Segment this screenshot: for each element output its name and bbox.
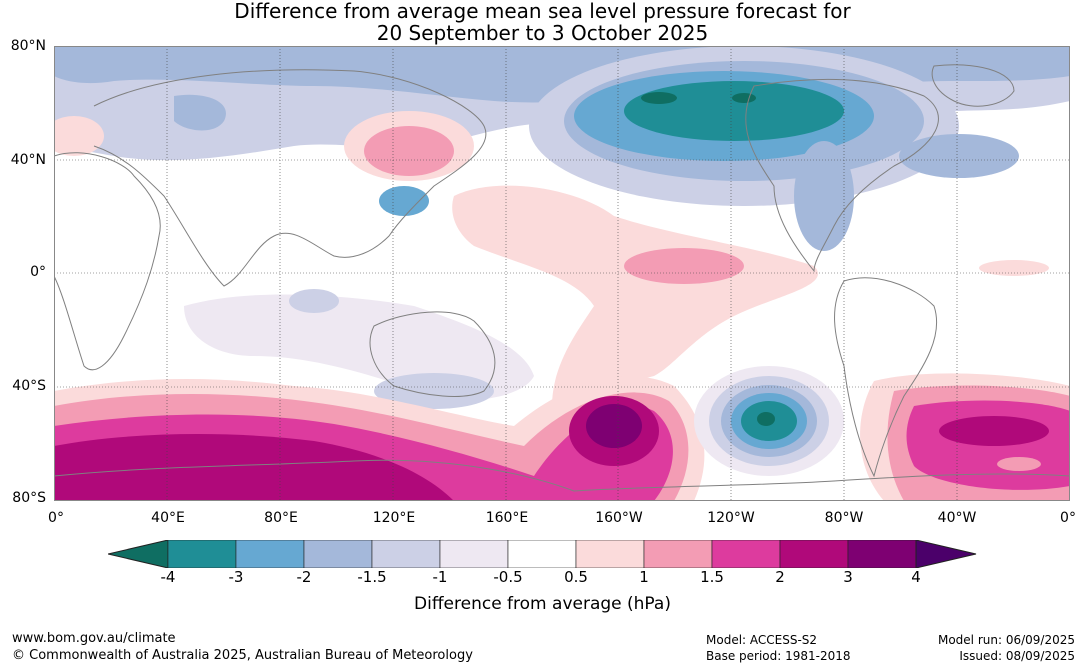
footer-base-period: Base period: 1981-2018 [706, 649, 851, 663]
equatorial-pacific-positive [624, 248, 744, 284]
colorbar-title: Difference from average (hPa) [414, 594, 671, 614]
colorbar-tick-label: -1.5 [357, 568, 387, 586]
lat-label: 80°N [10, 38, 46, 54]
colorbar-tick-label: -3 [228, 568, 244, 586]
lon-label: 80°E [264, 510, 298, 526]
colorbar-segment [167, 540, 237, 568]
colorbar-segment [303, 540, 373, 568]
map-title-line1: Difference from average mean sea level p… [234, 0, 851, 23]
coastlines [54, 64, 1070, 492]
lat-label: 0° [30, 264, 46, 280]
footer-model-run: Model run: 06/09/2025 [937, 633, 1075, 647]
colorbar-tick-label: 4 [911, 568, 921, 586]
east-asia-low [379, 186, 429, 216]
southern-ocean-band-4 [54, 434, 454, 501]
lon-label: 160°W [595, 510, 643, 526]
se-pacific-low-core [757, 412, 775, 426]
north-america-trough [794, 141, 854, 251]
colorbar-segment [711, 540, 781, 568]
lon-label: 160°E [485, 510, 529, 526]
footer-copyright: © Commonwealth of Australia 2025, Austra… [12, 648, 473, 663]
lon-label: 40°W [937, 510, 977, 526]
colorbar-segment [575, 540, 645, 568]
eurasia-outline [93, 69, 487, 287]
south-america-outline [834, 277, 938, 478]
colorbar-tick-label: 0.5 [564, 568, 588, 586]
footer-issued: Issued: 08/09/2025 [959, 649, 1075, 663]
colorbar-tick-label: 1.5 [700, 568, 724, 586]
colorbar-tick-label: -0.5 [493, 568, 523, 586]
australia-south-negative [374, 373, 494, 409]
lat-label: 40°S [12, 378, 46, 394]
lon-label: 0° [1060, 510, 1076, 526]
colorbar-segment [371, 540, 441, 568]
greenland-outline [931, 64, 1015, 107]
colorbar-segment [507, 540, 577, 568]
north-atlantic-negative [899, 134, 1019, 178]
footer-url: www.bom.gov.au/climate [12, 631, 176, 646]
asia-high-inner [364, 126, 454, 176]
west-europe-positive [54, 116, 104, 156]
lat-label: 40°N [10, 152, 46, 168]
lon-label: 120°E [372, 510, 416, 526]
australia-outline [369, 311, 496, 397]
north-pacific-low-core2 [732, 93, 756, 103]
colorbar-segment [235, 540, 305, 568]
colorbar-segment [779, 540, 849, 568]
anomaly-map [54, 46, 1070, 501]
asia-cold-patch [174, 94, 226, 131]
antarctica-outline [54, 459, 1070, 492]
tropical-atlantic-positive [979, 260, 1049, 276]
lon-label: 120°W [707, 510, 755, 526]
colorbar-left-extension [108, 540, 169, 568]
footer-model: Model: ACCESS-S2 [706, 633, 818, 647]
north-america-outline [745, 78, 939, 273]
indian-ocean-blue-patch [289, 289, 339, 313]
central-pacific-positive [452, 185, 818, 426]
graticule [54, 46, 1070, 501]
colorbar-right-extension [915, 540, 977, 568]
colorbar-segment [643, 540, 713, 568]
south-atlantic-light-patch [997, 457, 1041, 471]
south-pacific-high-core [586, 404, 642, 448]
north-pacific-low-core [641, 92, 677, 104]
south-atlantic-positive-4 [939, 416, 1049, 446]
colorbar-segment [439, 540, 509, 568]
colorbar-tick-label: -1 [432, 568, 448, 586]
lon-label: 80°W [824, 510, 864, 526]
colorbar-segment [847, 540, 917, 568]
colorbar-tick-label: 2 [775, 568, 785, 586]
map-frame [54, 46, 1070, 501]
colorbar-tick-label: 3 [843, 568, 853, 586]
north-pacific-low-4 [624, 81, 844, 141]
colorbar-tick-label: -4 [160, 568, 176, 586]
lon-label: 40°E [151, 510, 185, 526]
lon-label: 0° [48, 510, 64, 526]
lat-label: 80°S [12, 490, 46, 506]
colorbar-tick-label: -2 [296, 568, 312, 586]
map-title-line2: 20 September to 3 October 2025 [376, 21, 709, 45]
africa-outline [54, 152, 161, 371]
colorbar [108, 540, 977, 568]
colorbar-tick-label: 1 [639, 568, 649, 586]
